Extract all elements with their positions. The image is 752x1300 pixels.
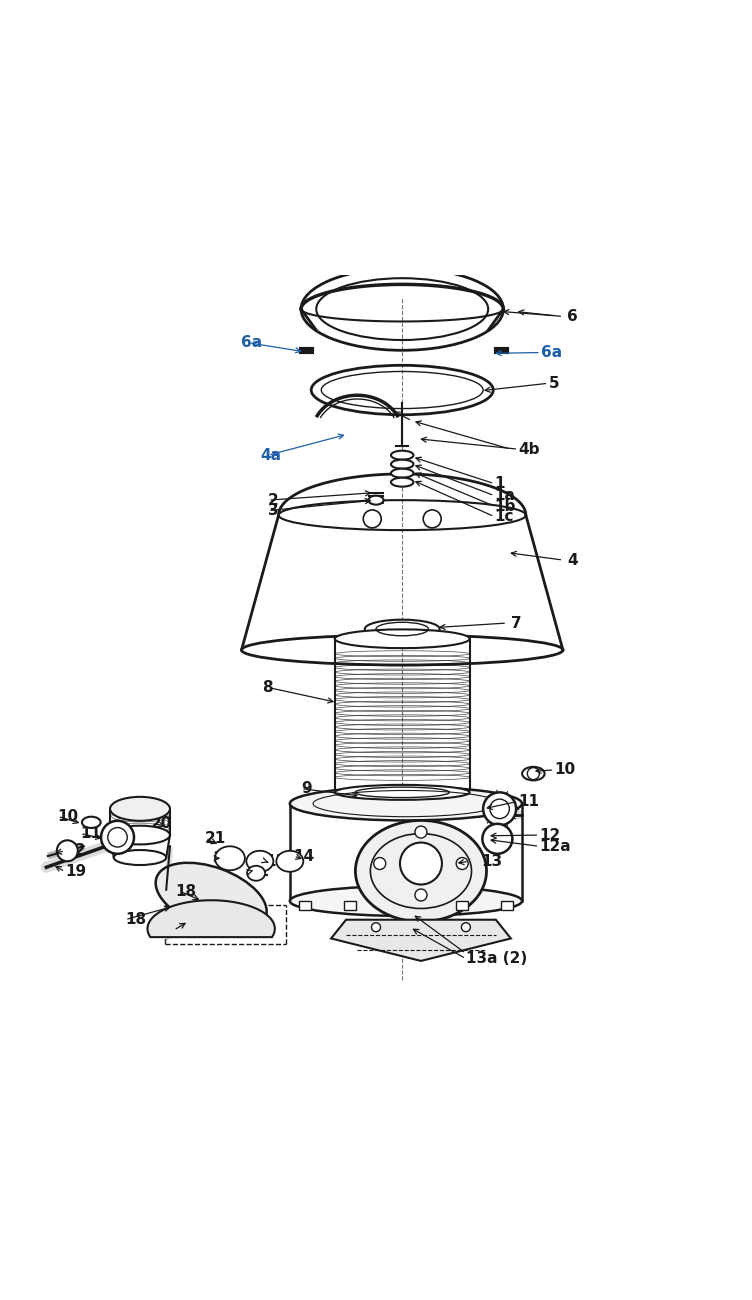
- Text: 1b: 1b: [494, 499, 516, 514]
- Circle shape: [400, 842, 442, 884]
- Ellipse shape: [391, 477, 414, 486]
- Circle shape: [462, 923, 471, 932]
- Polygon shape: [331, 919, 511, 961]
- Circle shape: [415, 826, 427, 838]
- Ellipse shape: [114, 850, 166, 865]
- Text: 1: 1: [494, 476, 505, 491]
- Text: 14: 14: [293, 849, 314, 863]
- Text: 5: 5: [548, 376, 559, 391]
- Ellipse shape: [391, 451, 414, 460]
- Text: 11: 11: [518, 794, 539, 809]
- Text: 10: 10: [554, 762, 575, 777]
- Text: 13: 13: [481, 854, 502, 868]
- Ellipse shape: [290, 786, 522, 820]
- Text: 11: 11: [80, 826, 101, 841]
- Circle shape: [101, 820, 134, 854]
- Text: 6a: 6a: [241, 335, 262, 350]
- Bar: [344, 901, 356, 910]
- Circle shape: [483, 793, 516, 826]
- Text: 4: 4: [567, 552, 578, 568]
- Ellipse shape: [156, 863, 267, 932]
- Ellipse shape: [82, 816, 101, 828]
- Text: 7: 7: [511, 615, 521, 630]
- Ellipse shape: [110, 826, 170, 845]
- Ellipse shape: [365, 620, 440, 638]
- Ellipse shape: [215, 846, 245, 870]
- Text: 3: 3: [268, 503, 279, 519]
- Ellipse shape: [276, 850, 303, 872]
- Ellipse shape: [356, 820, 487, 922]
- Circle shape: [482, 824, 512, 854]
- Text: 4a: 4a: [260, 447, 280, 463]
- Ellipse shape: [391, 469, 414, 477]
- Text: 16: 16: [213, 850, 234, 866]
- Text: 10: 10: [58, 809, 79, 824]
- Text: 15: 15: [265, 854, 287, 868]
- Ellipse shape: [391, 460, 414, 469]
- Ellipse shape: [290, 887, 522, 916]
- Circle shape: [415, 889, 427, 901]
- Ellipse shape: [335, 629, 470, 649]
- Circle shape: [57, 840, 77, 862]
- Ellipse shape: [247, 866, 265, 881]
- Text: 9: 9: [301, 781, 311, 796]
- Text: 6: 6: [567, 309, 578, 324]
- Text: 17: 17: [174, 923, 195, 937]
- Text: 20: 20: [151, 816, 173, 831]
- Text: 2: 2: [268, 493, 279, 508]
- Text: 11: 11: [249, 864, 270, 879]
- Text: 12a: 12a: [539, 838, 571, 854]
- Text: 13a (2): 13a (2): [466, 952, 527, 966]
- Bar: [501, 901, 513, 910]
- Text: 1a: 1a: [494, 489, 515, 503]
- Text: 12: 12: [539, 828, 560, 842]
- Circle shape: [374, 858, 386, 870]
- Text: 22: 22: [65, 844, 86, 858]
- Text: 6a: 6a: [541, 344, 562, 360]
- Bar: [456, 901, 468, 910]
- Ellipse shape: [522, 767, 544, 780]
- Bar: [299, 901, 311, 910]
- Circle shape: [456, 858, 468, 870]
- Text: 21: 21: [205, 831, 226, 846]
- Circle shape: [371, 923, 381, 932]
- Text: 8: 8: [262, 680, 273, 696]
- Ellipse shape: [335, 785, 470, 800]
- Polygon shape: [147, 901, 274, 937]
- Ellipse shape: [110, 797, 170, 820]
- Text: 18: 18: [125, 913, 146, 927]
- Text: 18: 18: [175, 884, 196, 898]
- Text: 1c: 1c: [494, 510, 514, 524]
- Ellipse shape: [368, 495, 384, 504]
- Text: 19: 19: [65, 864, 86, 879]
- Ellipse shape: [247, 850, 274, 872]
- Text: 4b: 4b: [518, 442, 540, 456]
